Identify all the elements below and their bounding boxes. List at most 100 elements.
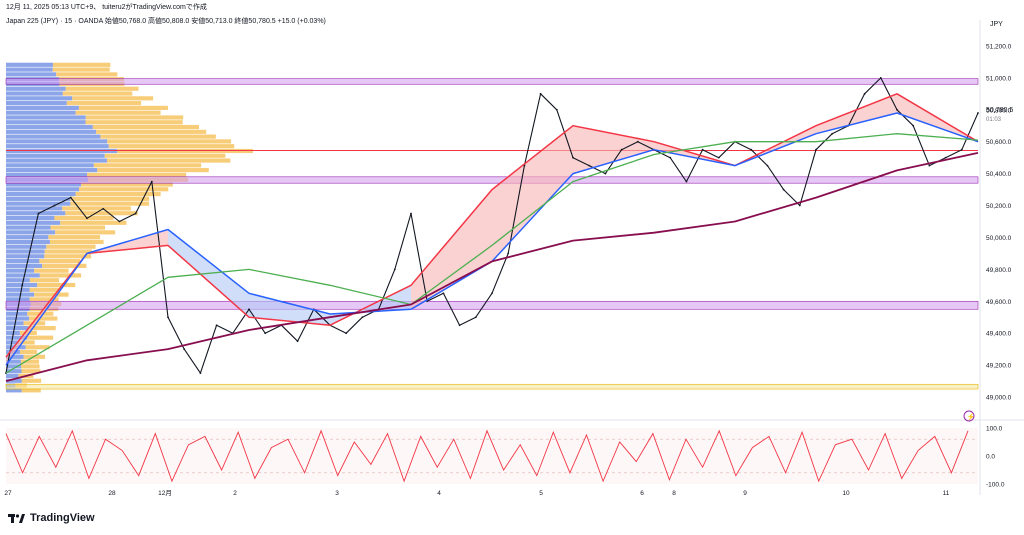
volume-profile-bar	[6, 163, 94, 168]
price-point	[86, 217, 88, 220]
price-point	[831, 132, 834, 135]
x-tick-label: 28	[108, 490, 116, 497]
volume-profile-bar	[6, 316, 30, 321]
price-point	[896, 108, 898, 111]
price-point	[442, 292, 445, 295]
volume-profile-bar	[52, 62, 111, 67]
alert-icon[interactable]: ⚡	[963, 410, 975, 422]
volume-profile-bar	[6, 254, 45, 259]
moving-average-line	[5, 133, 979, 374]
volume-profile-bar	[66, 101, 142, 106]
price-point	[928, 164, 931, 167]
volume-profile-bar	[6, 201, 71, 206]
price-point	[410, 212, 412, 215]
volume-profile-bar	[85, 115, 184, 120]
volume-profile-bar	[6, 263, 43, 268]
volume-profile-bar	[6, 110, 76, 115]
volume-profile-bar	[6, 354, 24, 359]
price-point	[102, 207, 105, 210]
volume-profile-bar	[6, 168, 98, 173]
volume-profile-bar	[6, 235, 49, 240]
price-axis: 51,200.0 51,000.0 50,800.0 50,600.0 50,400.0…	[986, 43, 1012, 401]
volume-profile-bar	[25, 345, 50, 350]
volume-profile-bar	[75, 191, 161, 197]
ma-fill-segment	[411, 189, 492, 310]
volume-profile-bar	[49, 239, 104, 245]
chart-header: 12月 11, 2025 05:13 UTC+9、 tuiteru2がTradi…	[6, 2, 207, 12]
brand-footer: TradingView	[8, 512, 95, 524]
y-tick-label: 49,400.0	[986, 331, 1012, 338]
volume-profile-bar	[6, 105, 79, 110]
volume-profile-bar	[52, 67, 110, 72]
instrument-line: Japan 225 (JPY) · 15 · OANDA 始値50,768.0 …	[6, 16, 326, 26]
price-point	[555, 108, 558, 111]
ohlc-readout: 始値50,768.0 高値50,808.0 安値50,713.0 終値50,78…	[104, 18, 326, 25]
price-point	[296, 340, 299, 343]
volume-profile-bar	[107, 139, 232, 144]
volume-profile-bar	[6, 120, 86, 125]
price-point	[782, 188, 785, 191]
x-tick-label: 9	[743, 490, 747, 497]
price-point	[345, 332, 348, 335]
volume-profile-bar	[6, 225, 51, 230]
price-tag: 50,780.5	[986, 107, 1013, 114]
volume-profile-bar	[6, 191, 76, 197]
volume-profile-bar	[65, 86, 139, 91]
volume-profile-bar	[6, 369, 22, 374]
volume-profile-bar	[6, 139, 108, 144]
volume-profile-bar	[46, 244, 96, 249]
price-point	[150, 180, 153, 183]
volume-profile-bar	[44, 249, 92, 254]
volume-profile-bar	[34, 268, 69, 273]
moving-average-line	[5, 93, 979, 358]
volume-profile-bar	[29, 297, 59, 302]
y-tick-label: 50,000.0	[986, 235, 1012, 242]
price-point	[620, 148, 623, 151]
volume-profile-bar	[48, 235, 101, 240]
volume-profile-bar	[37, 282, 76, 288]
price-point	[669, 156, 672, 159]
volume-profile-bar	[6, 378, 22, 383]
volume-profile-bar	[6, 359, 21, 364]
osc-tick-label: 100.0	[986, 426, 1003, 433]
volume-profile-bar	[6, 326, 29, 331]
y-tick-label: 51,200.0	[986, 43, 1012, 50]
volume-profile-bar	[6, 258, 40, 264]
volume-profile-bar	[21, 369, 41, 374]
author: tuiteru2がTradingView.comで作成	[102, 4, 207, 11]
volume-profile-bar	[6, 158, 107, 163]
x-tick-label: 6	[640, 490, 644, 497]
volume-profile-bar	[70, 196, 150, 201]
volume-profile-bar	[21, 388, 41, 393]
price-point	[134, 212, 137, 215]
price-point	[393, 268, 396, 271]
price-point	[912, 124, 915, 127]
price-point	[474, 316, 477, 319]
volume-profile-bar	[6, 249, 45, 254]
volume-profile-bar	[6, 268, 35, 273]
header-sep: 、	[93, 4, 103, 11]
volume-profile-bar	[54, 215, 114, 221]
volume-profile-bar	[6, 115, 86, 120]
x-tick-label: 5	[539, 490, 543, 497]
volume-profile-bar	[6, 335, 28, 340]
volume-profile-bar	[39, 258, 81, 264]
volume-profile-bar	[44, 254, 92, 259]
y-tick-label: 49,800.0	[986, 267, 1012, 274]
y-tick-label: 49,000.0	[986, 395, 1012, 402]
oscillator-line	[5, 429, 969, 483]
x-tick-label: 12月	[158, 489, 172, 497]
zone-band	[5, 176, 979, 184]
volume-profile-bar	[21, 364, 40, 369]
y-tick-label: 50,800.0	[986, 107, 1012, 114]
volume-profile-bar	[6, 340, 19, 345]
currency-label: JPY	[990, 21, 1003, 28]
price-point	[960, 148, 963, 151]
price-point	[458, 324, 461, 327]
zone-band	[5, 383, 979, 390]
osc-tick-label: 0.0	[986, 454, 995, 461]
volume-profile-bar	[50, 225, 106, 230]
price-point	[199, 372, 202, 374]
volume-profile-bar	[6, 220, 61, 225]
